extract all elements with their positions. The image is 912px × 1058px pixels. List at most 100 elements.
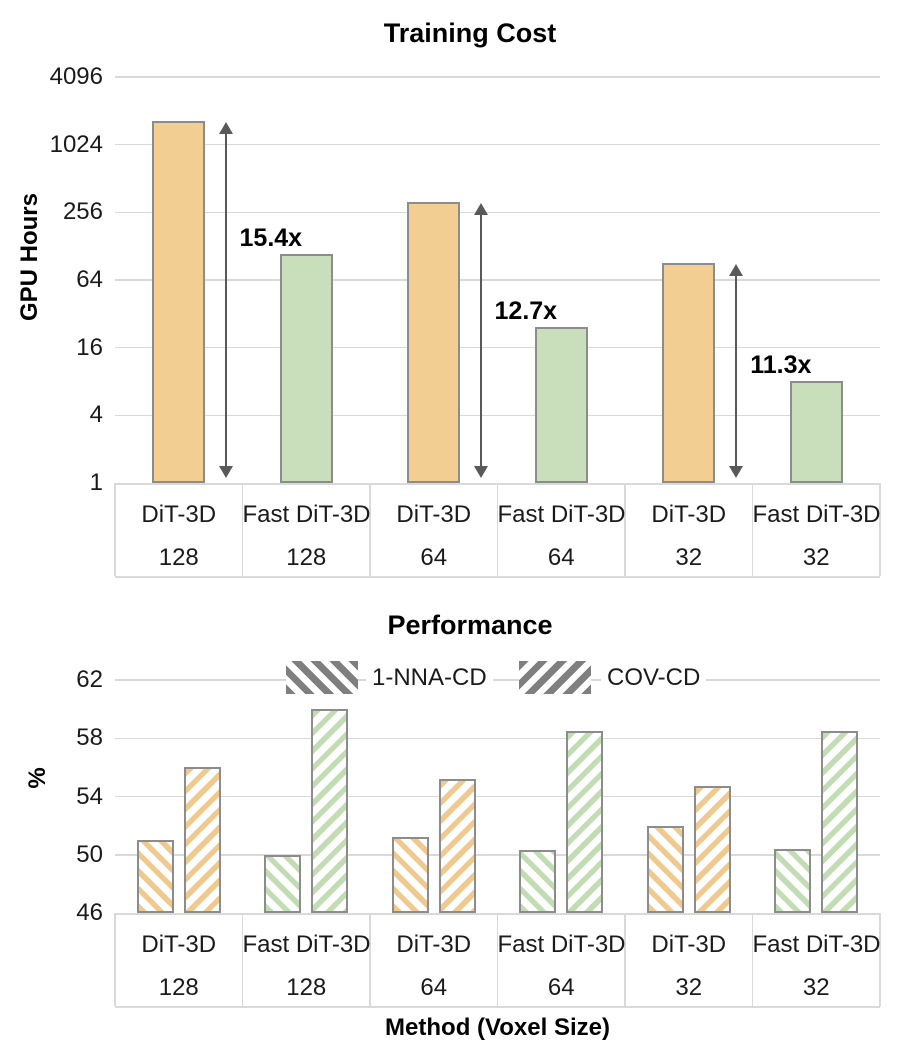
legend-label-cov-cd: COV-CD (601, 661, 707, 694)
gridline (115, 211, 880, 214)
chart-title: Training Cost (383, 18, 557, 48)
bar-dit-3d-128-1-nna-cd (136, 840, 174, 913)
y-tick-label: 58 (76, 724, 103, 752)
x-label-method: Fast DiT-3D (497, 501, 626, 528)
x-label-voxel: 32 (675, 974, 703, 1001)
x-label-method: DiT-3D (396, 501, 472, 528)
bar-fast-dit-3d-128-cov-cd (311, 709, 349, 913)
y-tick-label: 4 (89, 401, 103, 429)
bar-dit-3d-128-cov-cd (183, 767, 221, 913)
x-table-column-border (624, 913, 626, 1006)
gridline (115, 143, 880, 146)
x-table-bottom-border (115, 1006, 880, 1008)
bar-fast-dit-3d-128-1-nna-cd (264, 854, 302, 914)
x-label-voxel: 32 (802, 544, 830, 571)
bar-dit-3d-32-1-nna-cd (646, 825, 684, 913)
x-table-bottom-border (115, 576, 880, 578)
x-label-voxel: 32 (802, 974, 830, 1001)
x-label-voxel: 128 (286, 974, 327, 1001)
y-tick-label: 50 (76, 840, 103, 868)
bar-dit-3d-32 (662, 262, 716, 483)
x-table-column-border (369, 913, 371, 1006)
bar-fast-dit-3d-128 (279, 254, 333, 483)
bar-dit-3d-32-cov-cd (693, 786, 731, 913)
y-tick-label: 46 (76, 899, 103, 926)
y-tick-label: 16 (76, 333, 103, 361)
x-label-voxel: 128 (286, 544, 327, 571)
x-table-column-border (751, 913, 754, 1006)
x-label-voxel: 64 (420, 544, 448, 571)
x-table-column-border (624, 483, 626, 576)
x-table-column-border (879, 913, 881, 1006)
legend-label-1-nna-cd: 1-NNA-CD (366, 661, 493, 694)
x-label-voxel: 128 (158, 544, 199, 571)
x-label-voxel: 32 (675, 544, 703, 571)
legend-swatch-1-nna-cd-hatch-icon (286, 661, 358, 694)
gridline (115, 737, 880, 739)
x-label-voxel: 128 (158, 974, 199, 1001)
y-tick-label: 256 (62, 198, 103, 226)
speedup-arrow (479, 214, 482, 467)
speedup-arrow (734, 274, 737, 467)
gridline (115, 679, 880, 681)
bar-fast-dit-3d-32-cov-cd (821, 731, 859, 913)
arrow-down-icon (728, 466, 743, 478)
x-table-column-border (114, 913, 116, 1006)
x-label-method: DiT-3D (651, 931, 727, 958)
gridline (115, 414, 880, 417)
gridline (115, 795, 880, 798)
x-axis-label: Method (Voxel Size) (385, 1014, 610, 1041)
legend-swatch-cov-cd-hatch-icon (519, 661, 591, 694)
x-table-column-border (241, 483, 244, 576)
speedup-label: 11.3x (750, 350, 812, 379)
arrow-up-icon (473, 203, 488, 216)
x-table-column-border (114, 483, 116, 576)
x-label-method: Fast DiT-3D (752, 931, 881, 958)
x-table-column-border (496, 483, 499, 576)
arrow-down-icon (218, 466, 233, 478)
speedup-arrow (224, 132, 227, 467)
x-label-voxel: 64 (547, 974, 575, 1001)
speedup-label: 12.7x (494, 296, 558, 325)
bar-dit-3d-64 (407, 202, 461, 483)
x-label-voxel: 64 (420, 974, 448, 1001)
x-label-method: DiT-3D (651, 501, 727, 528)
bar-fast-dit-3d-64-1-nna-cd (519, 850, 557, 913)
bar-fast-dit-3d-32-1-nna-cd (774, 848, 812, 913)
bar-fast-dit-3d-64-cov-cd (566, 731, 604, 913)
bar-fast-dit-3d-32 (789, 380, 843, 483)
speedup-label: 15.4x (239, 224, 303, 253)
y-tick-label: 64 (76, 266, 103, 293)
x-label-method: Fast DiT-3D (752, 501, 881, 528)
gridline (115, 854, 880, 856)
x-table-column-border (879, 483, 881, 576)
y-tick-label: 1 (89, 469, 103, 496)
x-table-column-border (496, 913, 499, 1006)
y-tick-label: 1024 (49, 130, 103, 158)
x-label-method: DiT-3D (141, 501, 217, 528)
arrow-up-icon (728, 263, 743, 276)
bar-dit-3d-64-1-nna-cd (391, 837, 429, 913)
chart-title: Performance (387, 610, 553, 640)
bar-dit-3d-128 (152, 120, 206, 483)
x-label-method: Fast DiT-3D (242, 931, 371, 958)
x-table-column-border (241, 913, 244, 1006)
x-label-voxel: 64 (547, 544, 575, 571)
gridline (115, 76, 880, 78)
bar-dit-3d-64-cov-cd (438, 779, 476, 913)
x-table-column-border (751, 483, 754, 576)
x-label-method: Fast DiT-3D (242, 501, 371, 528)
gridline (115, 279, 880, 281)
y-tick-label: 4096 (49, 63, 103, 90)
y-tick-label: 54 (76, 782, 103, 810)
x-label-method: DiT-3D (141, 931, 217, 958)
x-label-method: DiT-3D (396, 931, 472, 958)
y-tick-label: 62 (76, 666, 103, 693)
gridline (115, 346, 880, 349)
x-table-column-border (369, 483, 371, 576)
